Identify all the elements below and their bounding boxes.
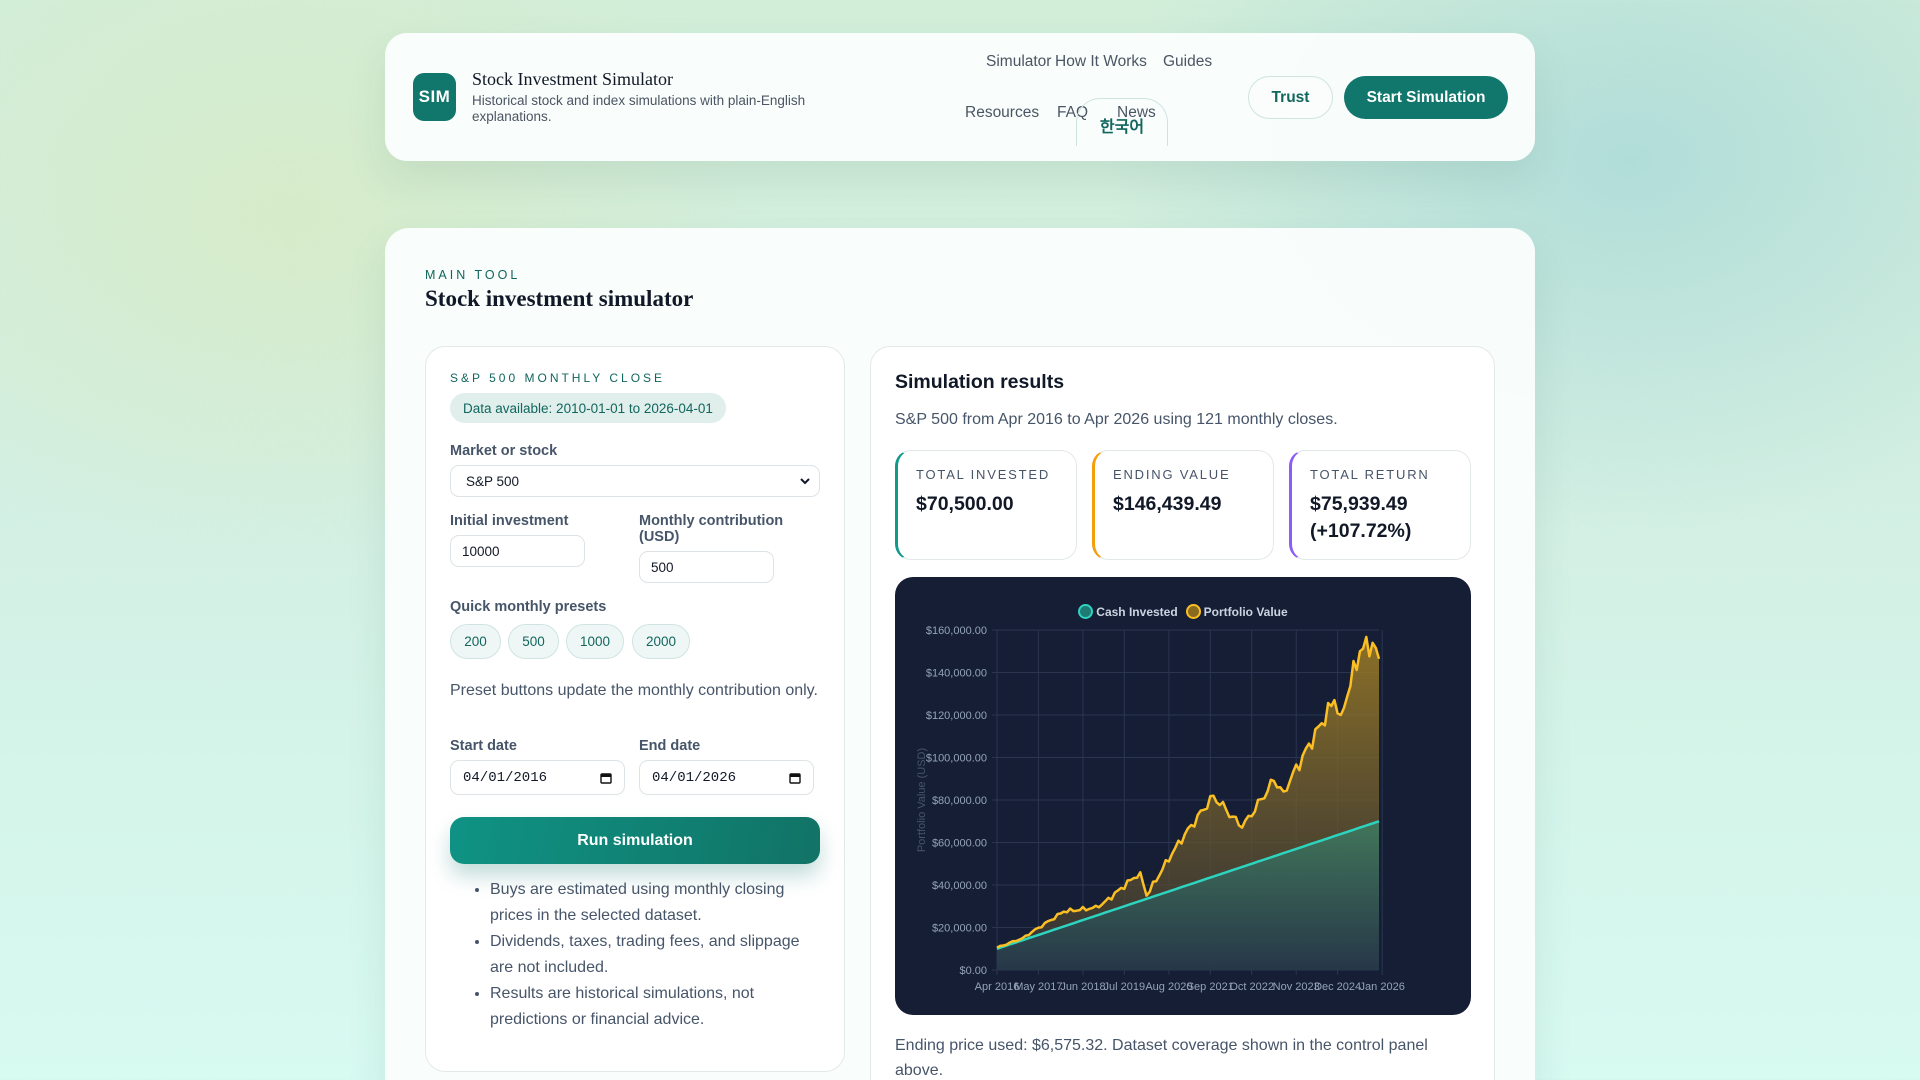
nav-how-it-works[interactable]: How It Works xyxy=(1055,53,1147,70)
portfolio-chart: Cash Invested Portfolio Value $0.00 $20,0… xyxy=(895,577,1471,1015)
end-date-value: 04/01/2026 xyxy=(652,769,737,786)
preset-1000-button[interactable]: 1000 xyxy=(566,624,624,659)
svg-text:Dec 2024: Dec 2024 xyxy=(1314,981,1361,993)
results-footnote: Ending price used: $6,575.32. Dataset co… xyxy=(895,1037,1428,1079)
market-label: Market or stock xyxy=(450,443,558,459)
svg-text:Apr 2016: Apr 2016 xyxy=(975,981,1020,993)
legend-label: Cash Invested xyxy=(1096,605,1178,619)
preset-200-button[interactable]: 200 xyxy=(450,624,501,659)
start-simulation-button[interactable]: Start Simulation xyxy=(1344,76,1508,119)
stat-value: $75,939.49 (+107.72%) xyxy=(1310,493,1412,542)
site-subtitle: Historical stock and index simulations w… xyxy=(472,93,806,124)
svg-text:$80,000.00: $80,000.00 xyxy=(932,795,987,807)
control-panel: S&P 500 MONTHLY CLOSE Data available: 20… xyxy=(425,346,845,1072)
trust-button[interactable]: Trust xyxy=(1248,76,1333,119)
start-date-label: Start date xyxy=(450,738,517,754)
svg-text:$120,000.00: $120,000.00 xyxy=(926,710,987,722)
stat-total-invested: TOTAL INVESTED $70,500.00 xyxy=(895,450,1077,560)
svg-text:May 2017: May 2017 xyxy=(1014,981,1062,993)
market-select-value: S&P 500 xyxy=(466,473,520,489)
monthly-contribution-input[interactable]: 500 xyxy=(639,551,774,583)
presets-label: Quick monthly presets xyxy=(450,599,607,615)
calendar-icon[interactable] xyxy=(789,772,801,784)
results-panel: Simulation results S&P 500 from Apr 2016… xyxy=(870,346,1495,1080)
initial-investment-value: 10000 xyxy=(462,543,500,559)
svg-text:$40,000.00: $40,000.00 xyxy=(932,880,987,892)
svg-text:$100,000.00: $100,000.00 xyxy=(926,753,987,765)
stat-value: $146,439.49 xyxy=(1113,493,1222,515)
svg-text:$20,000.00: $20,000.00 xyxy=(932,923,987,935)
results-title: Simulation results xyxy=(895,371,1065,393)
end-date-input[interactable]: 04/01/2026 xyxy=(639,760,814,795)
cash-legend-swatch-icon xyxy=(1078,604,1094,619)
legend-portfolio-value[interactable]: Portfolio Value xyxy=(1185,604,1288,619)
end-date-label: End date xyxy=(639,738,701,754)
initial-investment-input[interactable]: 10000 xyxy=(450,535,585,567)
svg-text:$140,000.00: $140,000.00 xyxy=(926,668,987,680)
presets-hint: Preset buttons update the monthly contri… xyxy=(450,682,818,699)
run-simulation-button[interactable]: Run simulation xyxy=(450,817,820,864)
chart-plot: $0.00 $20,000.00 $40,000.00 $60,000.00 $80,0… xyxy=(916,625,1405,993)
stat-label: TOTAL INVESTED xyxy=(916,467,1051,482)
nav-resources[interactable]: Resources xyxy=(965,104,1040,121)
nav-simulator[interactable]: Simulator xyxy=(986,53,1052,70)
svg-text:$160,000.00: $160,000.00 xyxy=(926,625,987,637)
chart-legend: Cash Invested Portfolio Value xyxy=(895,604,1471,619)
svg-text:Aug 2020: Aug 2020 xyxy=(1145,981,1192,993)
results-summary: S&P 500 from Apr 2016 to Apr 2026 using … xyxy=(895,411,1338,428)
legend-cash-invested[interactable]: Cash Invested xyxy=(1078,604,1178,619)
initial-investment-label: Initial investment xyxy=(450,513,569,529)
brand: Stock Investment Simulator Historical st… xyxy=(472,69,832,125)
start-date-value: 04/01/2016 xyxy=(463,769,548,786)
monthly-contribution-value: 500 xyxy=(651,559,674,575)
main-tool-card: MAIN TOOL Stock investment simulator S&P… xyxy=(385,228,1535,1080)
note-item: Buys are estimated using monthly closing… xyxy=(490,877,820,929)
svg-text:Jun 2018: Jun 2018 xyxy=(1060,981,1105,993)
site-header: SIM Stock Investment Simulator Historica… xyxy=(385,33,1535,161)
nav-guides[interactable]: Guides xyxy=(1163,53,1213,70)
site-title: Stock Investment Simulator xyxy=(472,69,673,89)
svg-text:$0.00: $0.00 xyxy=(959,965,987,977)
svg-text:Portfolio Value (USD): Portfolio Value (USD) xyxy=(916,748,928,852)
svg-text:Oct 2022: Oct 2022 xyxy=(1229,981,1274,993)
stat-ending-value: ENDING VALUE $146,439.49 xyxy=(1092,450,1274,560)
stat-value: $70,500.00 xyxy=(916,493,1014,515)
start-date-input[interactable]: 04/01/2016 xyxy=(450,760,625,795)
section-eyebrow: MAIN TOOL xyxy=(425,268,521,282)
monthly-contribution-label: Monthly contribution (USD) xyxy=(639,513,784,545)
svg-text:$60,000.00: $60,000.00 xyxy=(932,838,987,850)
language-toggle-button[interactable]: 한국어 xyxy=(1076,98,1168,146)
svg-text:Nov 2023: Nov 2023 xyxy=(1273,981,1320,993)
preset-500-button[interactable]: 500 xyxy=(508,624,559,659)
svg-text:Jul 2019: Jul 2019 xyxy=(1104,981,1146,993)
logo[interactable]: SIM xyxy=(413,73,456,121)
market-select[interactable]: S&P 500 xyxy=(450,465,820,497)
portfolio-legend-swatch-icon xyxy=(1185,604,1201,619)
note-item: Results are historical simulations, not … xyxy=(490,981,820,1033)
note-item: Dividends, taxes, trading fees, and slip… xyxy=(490,929,820,981)
stat-label: TOTAL RETURN xyxy=(1310,467,1430,482)
stat-label: ENDING VALUE xyxy=(1113,467,1231,482)
preset-2000-button[interactable]: 2000 xyxy=(632,624,690,659)
svg-text:Jan 2026: Jan 2026 xyxy=(1360,981,1405,993)
chevron-down-icon xyxy=(800,478,810,485)
dataset-kicker: S&P 500 MONTHLY CLOSE xyxy=(450,371,666,385)
stat-total-return: TOTAL RETURN $75,939.49 (+107.72%) xyxy=(1289,450,1471,560)
svg-text:Sep 2021: Sep 2021 xyxy=(1187,981,1234,993)
calendar-icon[interactable] xyxy=(600,772,612,784)
data-availability-badge: Data available: 2010-01-01 to 2026-04-01 xyxy=(450,393,726,423)
legend-label: Portfolio Value xyxy=(1203,605,1288,619)
page-title: Stock investment simulator xyxy=(425,286,694,311)
assumption-notes: Buys are estimated using monthly closing… xyxy=(490,877,820,1033)
